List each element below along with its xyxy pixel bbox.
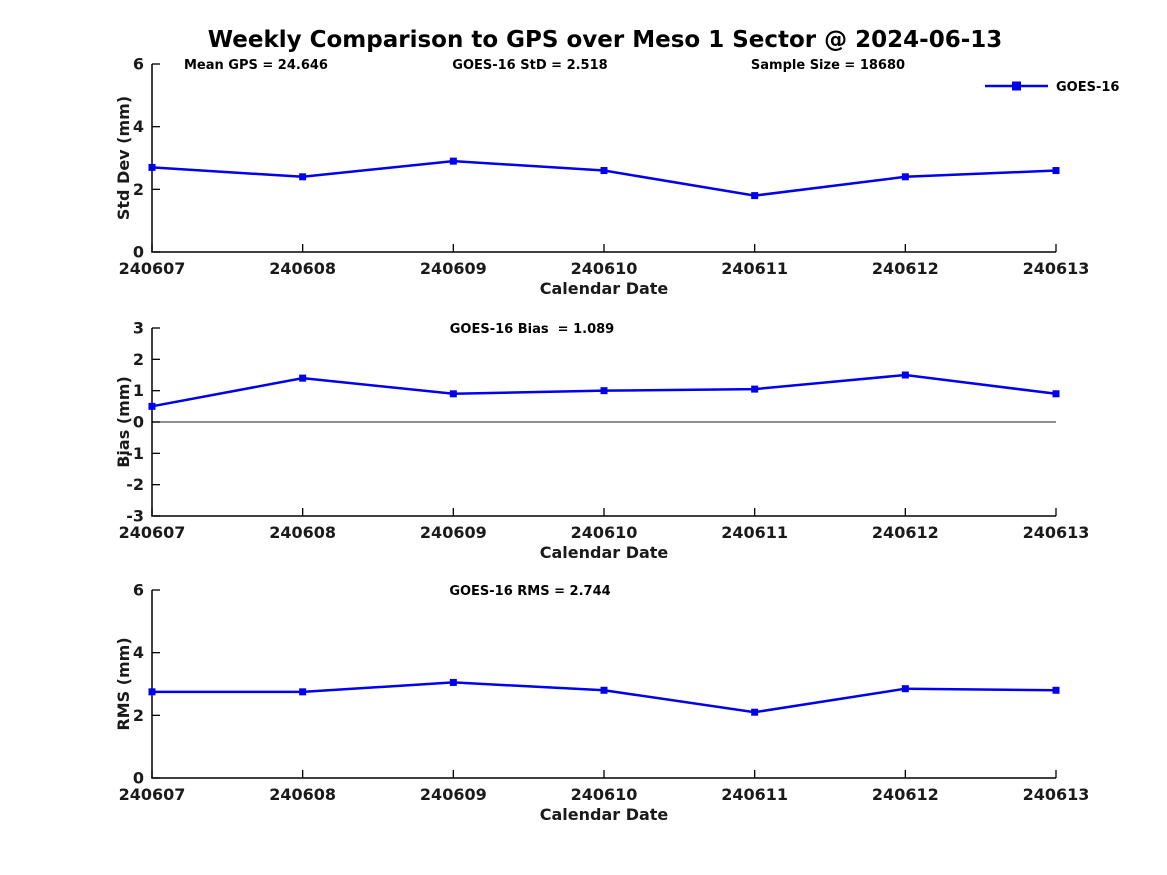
x-axis-label: Calendar Date <box>540 279 669 298</box>
data-point-marker <box>600 686 608 694</box>
data-point-marker <box>449 390 457 398</box>
annotation: Mean GPS = 24.646 <box>184 58 328 73</box>
data-point-marker <box>751 385 759 393</box>
data-point-marker <box>449 157 457 165</box>
annotation: GOES-16 RMS = 2.744 <box>449 584 610 599</box>
data-point-marker <box>751 192 759 200</box>
y-tick-label: -2 <box>126 475 144 494</box>
legend-marker <box>1012 81 1021 91</box>
x-tick-label: 240608 <box>269 785 336 804</box>
x-tick-label: 240610 <box>571 523 638 542</box>
y-tick-label: 2 <box>133 706 144 725</box>
x-tick-label: 240607 <box>119 259 186 278</box>
y-tick-label: 6 <box>133 55 144 74</box>
x-tick-label: 240610 <box>571 259 638 278</box>
y-tick-label: 2 <box>133 350 144 369</box>
x-tick-label: 240611 <box>721 523 788 542</box>
data-point-marker <box>299 173 307 181</box>
annotation: GOES-16 StD = 2.518 <box>452 58 607 73</box>
x-axis-label: Calendar Date <box>540 543 669 562</box>
data-point-marker <box>148 688 156 696</box>
x-tick-label: 240607 <box>119 523 186 542</box>
y-tick-label: 6 <box>133 581 144 600</box>
data-point-marker <box>1052 390 1060 398</box>
x-tick-label: 240608 <box>269 259 336 278</box>
x-axis-label: Calendar Date <box>540 805 669 824</box>
x-tick-label: 240612 <box>872 523 939 542</box>
y-tick-label: 2 <box>133 180 144 199</box>
x-tick-label: 240611 <box>721 259 788 278</box>
y-tick-label: 0 <box>133 413 144 432</box>
data-point-marker <box>1052 686 1060 694</box>
x-tick-label: 240612 <box>872 259 939 278</box>
y-tick-label: 3 <box>133 319 144 338</box>
annotation: GOES-16 Bias = 1.089 <box>450 322 614 337</box>
x-tick-label: 240612 <box>872 785 939 804</box>
data-point-marker <box>600 167 608 175</box>
x-tick-label: 240610 <box>571 785 638 804</box>
annotation: Sample Size = 18680 <box>751 58 905 73</box>
data-point-marker <box>449 678 457 686</box>
y-tick-label: 4 <box>133 117 144 136</box>
data-point-marker <box>901 371 909 379</box>
y-tick-label: 4 <box>133 643 144 662</box>
data-point-marker <box>600 387 608 395</box>
x-tick-label: 240613 <box>1023 785 1090 804</box>
x-tick-label: 240609 <box>420 785 487 804</box>
data-point-marker <box>148 402 156 410</box>
x-tick-label: 240607 <box>119 785 186 804</box>
y-tick-label: -3 <box>126 507 144 526</box>
data-line <box>151 159 1057 197</box>
chart-bias: -3 -2 -1 0 1 2 3 240607 240608 240609 240610 240611… <box>114 319 1089 563</box>
data-point-marker <box>751 708 759 716</box>
legend: GOES-16 <box>985 80 1119 95</box>
x-tick-label: 240608 <box>269 523 336 542</box>
chart-title: Weekly Comparison to GPS over Meso 1 Sec… <box>207 27 1003 53</box>
y-axis-label: Std Dev (mm) <box>114 96 133 220</box>
x-tick-label: 240609 <box>420 523 487 542</box>
data-point-marker <box>299 688 307 696</box>
y-tick-label: 0 <box>133 769 144 788</box>
x-tick-label: 240609 <box>420 259 487 278</box>
chart-std-dev: 0 2 4 6 240607 240608 240609 240610 240611 240612… <box>114 55 1119 299</box>
data-point-marker <box>901 173 909 181</box>
legend-label: GOES-16 <box>1056 80 1119 95</box>
x-tick-label: 240611 <box>721 785 788 804</box>
data-point-marker <box>299 374 307 382</box>
y-axis-label: RMS (mm) <box>114 637 133 730</box>
x-tick-label: 240613 <box>1023 523 1090 542</box>
chart-rms: 0 2 4 6 240607 240608 240609 240610 240611 240612… <box>114 581 1089 825</box>
y-tick-label: 1 <box>133 381 144 400</box>
x-tick-label: 240613 <box>1023 259 1090 278</box>
y-tick-label: 0 <box>133 243 144 262</box>
y-axis-label: Bias (mm) <box>114 376 133 468</box>
data-point-marker <box>1052 167 1060 175</box>
y-tick-label: -1 <box>126 444 144 463</box>
data-point-marker <box>901 685 909 693</box>
data-point-marker <box>148 163 156 171</box>
